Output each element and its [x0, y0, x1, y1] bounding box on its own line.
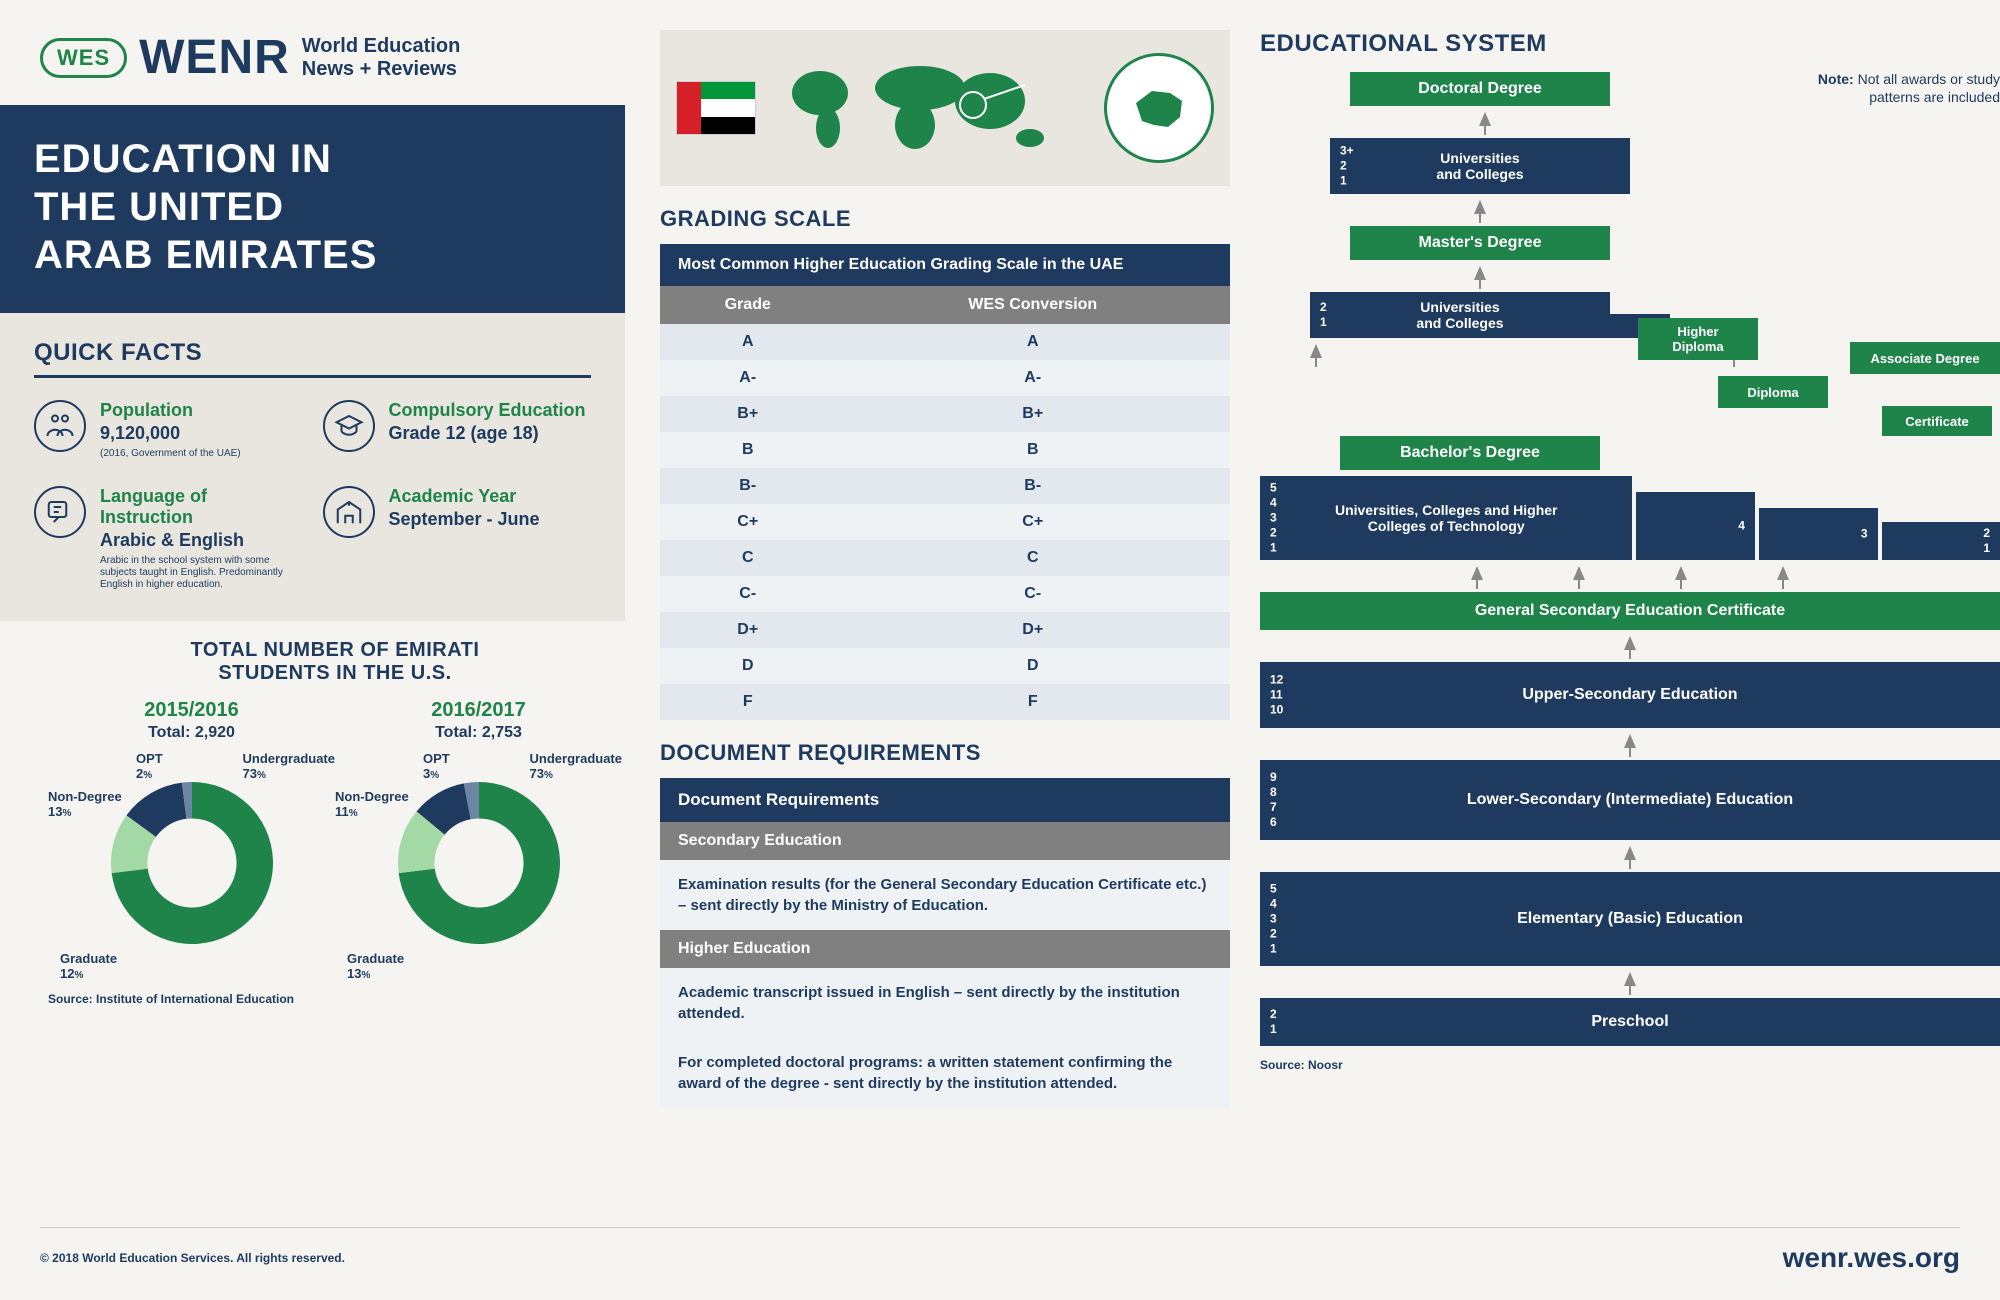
fact-language: Language of Instruction Arabic & English…	[34, 486, 303, 591]
edu-elementary: 5 4 3 2 1 Elementary (Basic) Education	[1260, 872, 2000, 966]
quick-facts-heading: QUICK FACTS	[34, 339, 591, 367]
donut-chart: 2016/2017 Total: 2,753 OPT3% Undergradua…	[335, 699, 622, 982]
edu-track-row: 5 4 3 2 1 Universities, Colleges and Hig…	[1260, 476, 2000, 560]
edu-stack: Doctoral Degree 3+ 2 1 Universities and …	[1260, 72, 2000, 1046]
table-row: D+D+	[660, 612, 1230, 648]
doc-higher-body-2: For completed doctoral programs: a writt…	[660, 1038, 1230, 1108]
edu-certificate: Certificate	[1882, 406, 1992, 436]
footer: © 2018 World Education Services. All rig…	[40, 1227, 1960, 1274]
table-row: B+B+	[660, 396, 1230, 432]
edu-preschool: 2 1 Preschool	[1260, 998, 2000, 1046]
edu-doctoral: Doctoral Degree	[1350, 72, 1610, 106]
doc-secondary-heading: Secondary Education	[660, 822, 1230, 860]
grading-col-2: WES Conversion	[836, 286, 1231, 324]
grading-heading: GRADING SCALE	[660, 206, 1230, 232]
uae-flag-icon	[676, 81, 756, 135]
wenr-logo: WENR	[139, 30, 290, 85]
doc-requirements-box: Document Requirements Secondary Educatio…	[660, 778, 1230, 1108]
edu-track-2: 4	[1636, 492, 1755, 560]
grading-table: Most Common Higher Education Grading Sca…	[660, 244, 1230, 720]
right-column: EDUCATIONAL SYSTEM Note: Not all awards …	[1260, 30, 2000, 1270]
doc-higher-body-1: Academic transcript issued in English – …	[660, 968, 1230, 1038]
edu-gsec: General Secondary Education Certificate	[1260, 592, 2000, 630]
edu-lower-secondary: 9 8 7 6 Lower-Secondary (Intermediate) E…	[1260, 760, 2000, 840]
docs-heading: DOCUMENT REQUIREMENTS	[660, 740, 1230, 766]
doc-secondary-body: Examination results (for the General Sec…	[660, 860, 1230, 930]
edu-track-4: 2 1	[1882, 522, 2000, 560]
edu-system-heading: EDUCATIONAL SYSTEM	[1260, 30, 2000, 58]
edu-note: Note: Not all awards or study patterns a…	[1810, 70, 2000, 106]
people-icon	[34, 400, 86, 452]
grading-col-1: Grade	[660, 286, 836, 324]
graduation-icon	[323, 400, 375, 452]
fact-compulsory: Compulsory Education Grade 12 (age 18)	[323, 400, 592, 460]
table-row: CC	[660, 540, 1230, 576]
edu-univ-tech: 5 4 3 2 1 Universities, Colleges and Hig…	[1260, 476, 1632, 560]
donuts-row: 2015/2016 Total: 2,920 OPT2% Undergradua…	[48, 699, 622, 982]
table-row: DD	[660, 648, 1230, 684]
edu-track-3: 3	[1759, 508, 1878, 560]
edu-univ2: 2 1 Universities and Colleges	[1310, 292, 1610, 338]
edu-associate: Associate Degree	[1850, 342, 2000, 374]
school-icon	[323, 486, 375, 538]
fact-population: Population 9,120,000 (2016, Government o…	[34, 400, 303, 460]
edu-higher-diploma: Higher Diploma	[1638, 318, 1758, 360]
table-row: B-B-	[660, 468, 1230, 504]
world-map-icon	[770, 48, 1090, 168]
left-column: WES WENR World Education News + Reviews …	[40, 30, 630, 1270]
uae-map-inset-icon	[1104, 53, 1214, 163]
middle-column: GRADING SCALE Most Common Higher Educati…	[660, 30, 1230, 1270]
edu-source: Source: Noosr	[1260, 1058, 2000, 1072]
wenr-tagline: World Education News + Reviews	[302, 35, 461, 81]
edu-bachelors: Bachelor's Degree	[1340, 436, 1600, 470]
edu-upper-secondary: 12 11 10 Upper-Secondary Education	[1260, 662, 2000, 728]
donut-source: Source: Institute of International Educa…	[48, 992, 622, 1006]
wes-badge: WES	[40, 38, 127, 78]
quick-facts-box: QUICK FACTS Population 9,120,000 (2016, …	[0, 313, 625, 621]
grading-table-title: Most Common Higher Education Grading Sca…	[660, 244, 1230, 286]
fact-academic-year: Academic Year September - June	[323, 486, 592, 591]
edu-diploma: Diploma	[1718, 376, 1828, 408]
main-title-block: EDUCATION IN THE UNITED ARAB EMIRATES	[0, 105, 625, 313]
table-row: BB	[660, 432, 1230, 468]
years-label: 3+ 2 1	[1340, 144, 1354, 189]
divider	[34, 375, 591, 378]
language-icon	[34, 486, 86, 538]
brand-row: WES WENR World Education News + Reviews	[40, 30, 630, 85]
table-row: A-A-	[660, 360, 1230, 396]
table-row: C-C-	[660, 576, 1230, 612]
donut-chart: 2015/2016 Total: 2,920 OPT2% Undergradua…	[48, 699, 335, 982]
edu-univ1: 3+ 2 1 Universities and Colleges	[1330, 138, 1630, 194]
edu-masters: Master's Degree	[1350, 226, 1610, 260]
map-box	[660, 30, 1230, 186]
donut-title: TOTAL NUMBER OF EMIRATI STUDENTS IN THE …	[48, 639, 622, 685]
site-url: wenr.wes.org	[1783, 1242, 1960, 1274]
doc-higher-heading: Higher Education	[660, 930, 1230, 968]
table-row: C+C+	[660, 504, 1230, 540]
copyright: © 2018 World Education Services. All rig…	[40, 1251, 345, 1265]
doc-title: Document Requirements	[660, 778, 1230, 822]
page-title: EDUCATION IN THE UNITED ARAB EMIRATES	[34, 135, 591, 279]
donut-section: TOTAL NUMBER OF EMIRATI STUDENTS IN THE …	[40, 621, 630, 1014]
table-row: FF	[660, 684, 1230, 720]
table-row: AA	[660, 324, 1230, 360]
